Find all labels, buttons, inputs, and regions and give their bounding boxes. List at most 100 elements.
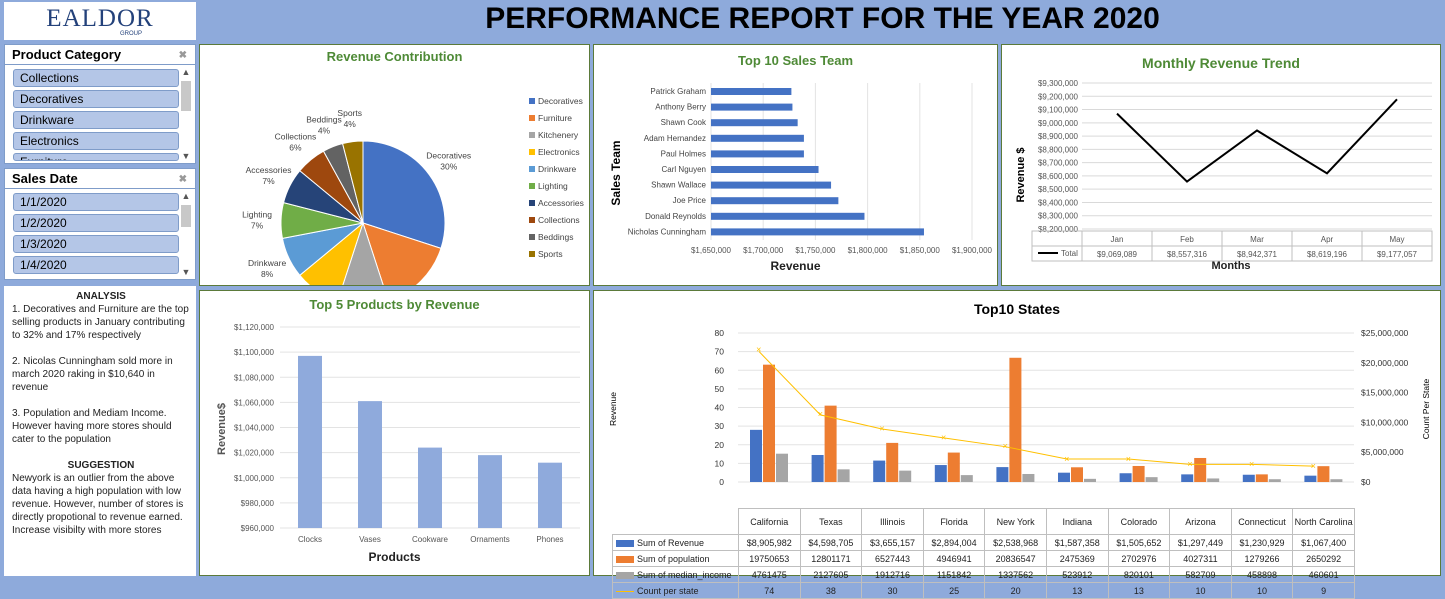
bar	[960, 475, 973, 482]
clear-filter-icon[interactable]: ✖	[178, 50, 187, 61]
tick-label: $1,850,000	[900, 246, 941, 255]
table-row: Sum of population 19750653 12801171 6527443…	[612, 550, 1355, 567]
tick-label: $1,650,000	[691, 246, 732, 255]
data-label: Collections	[275, 131, 317, 141]
bar	[1194, 457, 1207, 482]
chart-title: Top10 States	[973, 301, 1061, 317]
chart-title: Top 10 Sales Team	[737, 53, 854, 68]
bar	[1242, 474, 1255, 482]
scroll-up-icon[interactable]: ▲	[181, 191, 191, 201]
y-axis-label: Revenue	[608, 392, 618, 426]
data-label: 13	[1107, 582, 1171, 599]
tick-label: $8,300,000	[1038, 212, 1079, 221]
data-label: 2650292	[1292, 550, 1355, 567]
tick-label: 40	[715, 403, 725, 413]
tick-label: 50	[715, 384, 725, 394]
data-label: 30%	[440, 162, 457, 172]
tick-label: $8,400,000	[1038, 198, 1079, 207]
analysis-panel: ANALYSIS 1. Decoratives and Furniture ar…	[4, 286, 196, 576]
data-label: 20836547	[984, 550, 1047, 567]
legend-label: Decoratives	[538, 96, 583, 106]
suggestion-text: Newyork is an outlier from the above dat…	[12, 473, 184, 536]
scrollbar[interactable]: ▲ ▼	[180, 67, 192, 161]
scroll-down-icon[interactable]: ▼	[181, 151, 191, 161]
scrollbar[interactable]: ▲ ▼	[180, 191, 192, 277]
data-label: 2702976	[1107, 550, 1171, 567]
legend-swatch	[529, 98, 535, 104]
slicer-item[interactable]: Collections	[13, 69, 179, 87]
bar	[1132, 465, 1145, 482]
legend-label: Total	[1061, 249, 1078, 258]
data-label: 38	[799, 582, 863, 599]
slicer-item[interactable]: Electronics	[13, 132, 179, 150]
data-label: Beddings	[306, 114, 341, 124]
legend-label: Sum of Revenue	[637, 537, 705, 548]
data-label: $8,942,371	[1237, 250, 1278, 259]
bar	[418, 447, 442, 528]
bar	[1304, 475, 1317, 482]
slicer-item[interactable]: Furniture	[13, 153, 179, 161]
y-axis-label: Revenue$	[216, 403, 228, 455]
slicer-item[interactable]: 1/1/2020	[13, 193, 179, 211]
y-axis-label: Sales Team	[609, 140, 623, 205]
logo-subtext: GROUP	[120, 31, 143, 37]
bar	[711, 88, 792, 95]
category-label: Mar	[1250, 235, 1264, 244]
data-label: 20	[984, 582, 1047, 599]
slicer-item[interactable]: 1/4/2020	[13, 256, 179, 274]
slicer-item[interactable]: Decoratives	[13, 90, 179, 108]
legend-swatch	[616, 539, 634, 547]
bar	[824, 405, 837, 482]
suggestion-heading: SUGGESTION	[67, 460, 135, 471]
tick-label: 80	[715, 328, 725, 338]
tick-label: $8,900,000	[1038, 132, 1079, 141]
line-marker: ×	[1187, 459, 1192, 469]
category-label: Adam Hernandez	[644, 134, 706, 143]
category-label: New York	[984, 508, 1047, 535]
line-marker: ×	[1064, 454, 1069, 464]
tick-label: $9,100,000	[1038, 106, 1079, 115]
bar	[711, 150, 804, 158]
states-data-table: California Texas Illinois Florida New York In…	[612, 508, 1355, 599]
tick-label: $8,800,000	[1038, 145, 1079, 154]
legend-label: Drinkware	[538, 164, 577, 174]
bar	[886, 442, 899, 482]
bar	[711, 197, 839, 205]
legend-label: Furniture	[538, 113, 572, 123]
x-axis-label: Months	[1211, 260, 1251, 272]
legend-swatch	[616, 555, 634, 563]
series-line	[758, 350, 1314, 467]
top-sales-team-chart: Top 10 Sales Team $1,650,000 $1,700,000 $1…	[593, 44, 998, 286]
data-label: 2475369	[1045, 550, 1109, 567]
category-label: May	[1389, 235, 1404, 244]
bar	[1181, 474, 1194, 482]
tick-label: $15,000,000	[1361, 388, 1409, 398]
scroll-thumb[interactable]	[181, 205, 191, 227]
clear-filter-icon[interactable]: ✖	[178, 174, 187, 185]
scroll-down-icon[interactable]: ▼	[181, 267, 191, 277]
analysis-point: 1. Decoratives and Furniture are the top…	[12, 304, 189, 341]
slicer-item[interactable]: Drinkware	[13, 111, 179, 129]
bar	[934, 465, 947, 482]
scroll-thumb[interactable]	[181, 81, 191, 111]
line-marker: ×	[1311, 461, 1316, 471]
tick-label: $10,000,000	[1361, 417, 1409, 427]
category-label: California	[738, 508, 801, 535]
slicer-item[interactable]: 1/2/2020	[13, 214, 179, 232]
slicer-title: Sales Date	[12, 171, 78, 186]
bar	[711, 134, 804, 142]
bar	[1071, 467, 1083, 482]
line-marker: ×	[818, 409, 823, 419]
bar	[1330, 479, 1343, 482]
table-row: Sum of Revenue $8,905,982 $4,598,705 $3,655…	[612, 534, 1355, 551]
line-marker: ×	[941, 432, 946, 442]
tick-label: $8,500,000	[1038, 185, 1079, 194]
tick-label: $1,020,000	[234, 449, 275, 458]
tick-label: $8,700,000	[1038, 159, 1079, 168]
category-label: Jan	[1111, 235, 1124, 244]
scroll-up-icon[interactable]: ▲	[181, 67, 191, 77]
data-label: 6%	[289, 142, 302, 152]
category-label: Phones	[536, 535, 563, 544]
legend-cell: Sum of Revenue	[612, 534, 739, 551]
slicer-item[interactable]: 1/3/2020	[13, 235, 179, 253]
